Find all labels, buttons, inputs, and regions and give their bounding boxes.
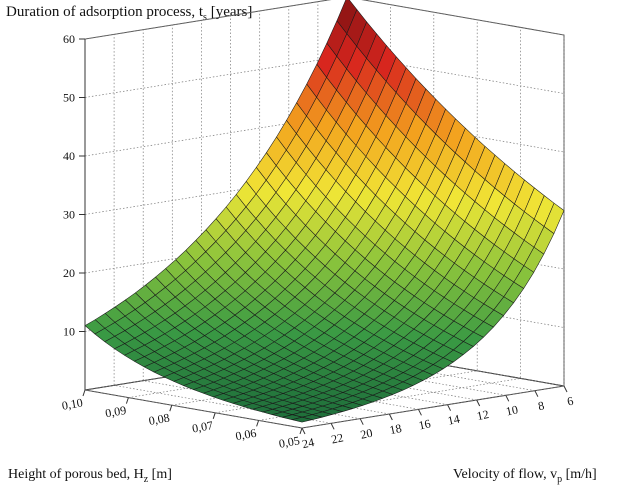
y-tick-label: 22 [330,430,345,446]
y-tick [563,385,568,393]
x-tick [299,427,303,435]
y-tick [301,427,306,435]
y-axis-ticks: 6 8 10 12 14 16 18 20 22 24 [301,385,575,451]
y-tick [388,413,393,421]
x-tick [125,397,129,404]
x-tick-label: 0,09 [104,403,127,420]
x-tick [169,405,173,412]
y-tick [359,418,364,425]
y-tick-label: 16 [417,416,432,432]
y-axis-label: Velocity of flow, vp [m/h] [453,467,597,485]
x-axis-label: Height of porous bed, Hz [m] [8,467,172,485]
surface-cell [291,416,313,423]
x-axis-ticks: 0,10 0,09 0,08 0,07 0,06 0,05 [61,389,303,451]
y-tick-label: 14 [446,412,461,428]
y-tick [534,390,539,397]
z-tick-label: 20 [63,266,75,280]
y-tick-label: 12 [476,407,491,423]
y-tick-label: 18 [388,421,403,437]
y-tick-label: 6 [566,394,575,409]
y-tick-label: 24 [301,435,316,451]
x-tick [82,389,86,397]
y-tick [476,399,481,407]
y-tick-label: 10 [505,402,520,418]
x-tick-label: 0,06 [234,426,257,443]
surface-mesh [84,0,565,423]
y-tick [417,409,422,416]
z-tick-label: 30 [63,208,75,222]
z-tick-label: 10 [63,325,75,339]
z-tick-label: 60 [63,32,75,46]
z-axis-ticks: 10 20 30 40 50 60 [63,32,86,390]
y-tick-label: 20 [359,426,374,442]
z-tick-label: 50 [63,91,75,105]
x-tick-label: 0,10 [61,395,84,412]
z-gridline [84,0,565,40]
z-gridline [84,113,565,157]
chart-title: Duration of adsorption process, ts [year… [6,4,253,23]
x-tick [212,412,216,419]
x-tick [256,420,260,427]
y-tick [330,423,335,430]
z-tick-label: 40 [63,149,75,163]
x-tick-label: 0,08 [148,411,171,428]
y-tick [447,404,452,411]
x-tick-label: 0,07 [191,418,214,435]
x-tick-label: 0,05 [278,433,301,450]
y-tick-label: 8 [537,398,546,413]
y-tick [505,395,510,402]
z-gridline [84,55,565,98]
